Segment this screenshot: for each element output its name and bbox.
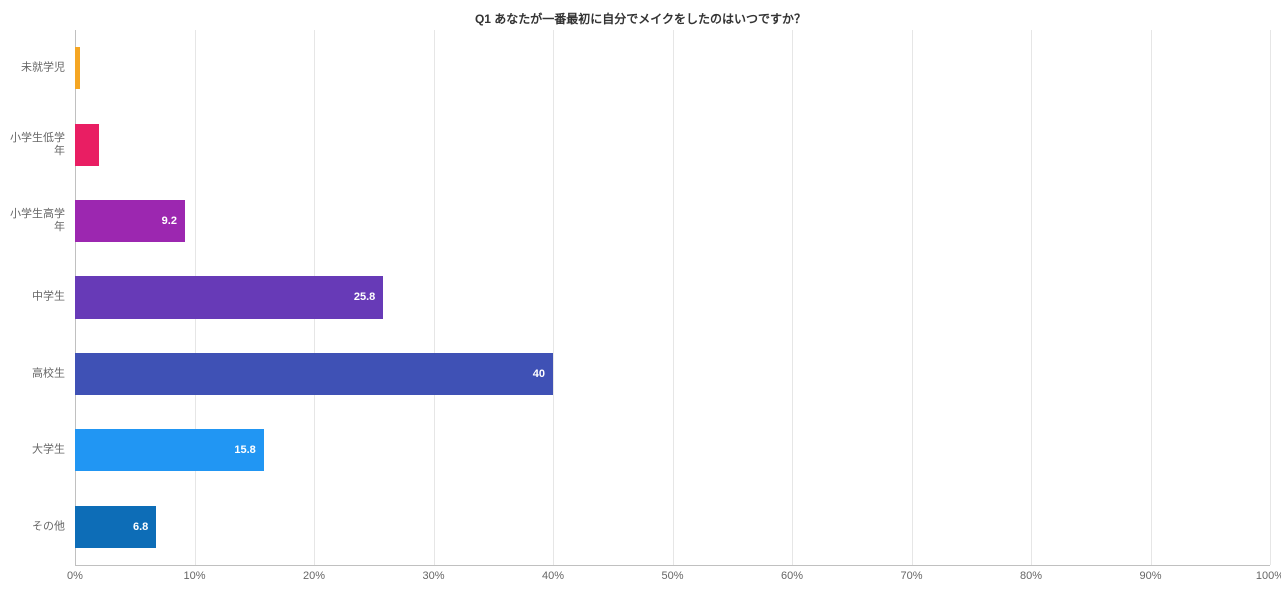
category-label: 中学生 bbox=[0, 291, 65, 304]
chart-row: 小学生高学年9.2 bbox=[75, 183, 1270, 259]
bar: 6.8 bbox=[75, 506, 156, 548]
bar: 40 bbox=[75, 353, 553, 395]
gridline bbox=[1270, 30, 1271, 565]
category-label: 小学生低学年 bbox=[0, 131, 65, 157]
x-tick-label: 70% bbox=[900, 570, 922, 582]
x-tick-label: 60% bbox=[781, 570, 803, 582]
x-tick-label: 30% bbox=[422, 570, 444, 582]
x-tick-label: 20% bbox=[303, 570, 325, 582]
category-label: その他 bbox=[0, 520, 65, 533]
x-tick-label: 0% bbox=[67, 570, 83, 582]
bar-value-label: 15.8 bbox=[234, 444, 255, 456]
x-tick-label: 40% bbox=[542, 570, 564, 582]
chart-row: 未就学児 bbox=[75, 30, 1270, 106]
bar: 15.8 bbox=[75, 429, 264, 471]
bar-value-label: 40 bbox=[533, 368, 545, 380]
bar: 9.2 bbox=[75, 200, 185, 242]
chart-row: 中学生25.8 bbox=[75, 259, 1270, 335]
chart-row: 小学生低学年 bbox=[75, 106, 1270, 182]
category-label: 未就学児 bbox=[0, 62, 65, 75]
category-label: 高校生 bbox=[0, 367, 65, 380]
category-label: 小学生高学年 bbox=[0, 208, 65, 234]
plot-area: 未就学児小学生低学年小学生高学年9.2中学生25.8高校生40大学生15.8その… bbox=[75, 30, 1270, 565]
x-tick-label: 80% bbox=[1020, 570, 1042, 582]
chart-row: 大学生15.8 bbox=[75, 412, 1270, 488]
bar bbox=[75, 124, 99, 166]
x-axis-line bbox=[75, 565, 1270, 566]
chart-row: 高校生40 bbox=[75, 336, 1270, 412]
x-tick-label: 10% bbox=[183, 570, 205, 582]
x-tick-label: 90% bbox=[1139, 570, 1161, 582]
bar-value-label: 25.8 bbox=[354, 291, 375, 303]
bar-value-label: 9.2 bbox=[162, 215, 177, 227]
bar bbox=[75, 47, 80, 89]
x-tick-label: 50% bbox=[661, 570, 683, 582]
bar-chart: Q1 あなたが一番最初に自分でメイクをしたのはいつですか？ 未就学児小学生低学年… bbox=[0, 0, 1281, 600]
chart-title: Q1 あなたが一番最初に自分でメイクをしたのはいつですか？ bbox=[0, 10, 1281, 27]
chart-row: その他6.8 bbox=[75, 489, 1270, 565]
bar-value-label: 6.8 bbox=[133, 521, 148, 533]
x-tick-label: 100% bbox=[1256, 570, 1281, 582]
bar: 25.8 bbox=[75, 276, 383, 318]
category-label: 大学生 bbox=[0, 444, 65, 457]
